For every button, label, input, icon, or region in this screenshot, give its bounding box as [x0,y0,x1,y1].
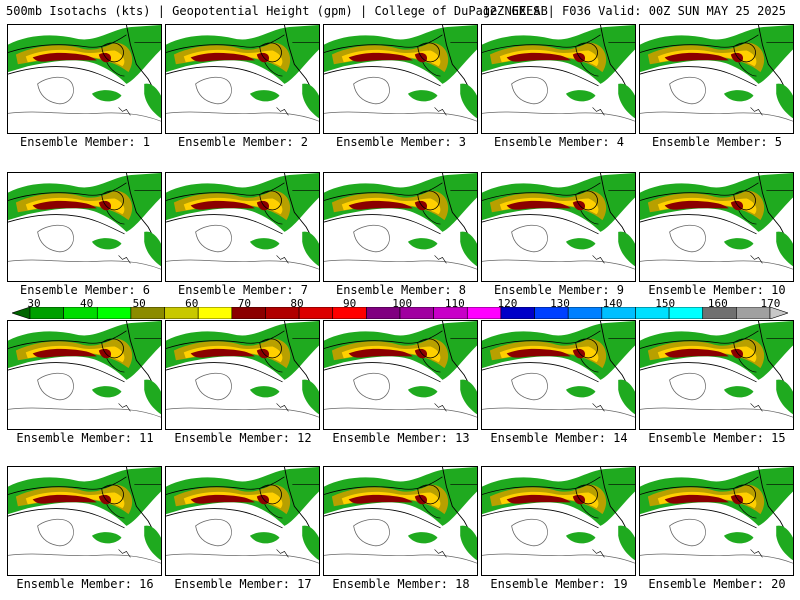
map-panel-graphic [324,25,477,133]
map-panel [323,320,478,430]
map-panel-graphic [482,25,635,133]
panel-label: Ensemble Member: 6 [19,283,151,297]
colorbar-tick-label: 70 [237,297,252,310]
map-panel-graphic [166,321,319,429]
map-panel-graphic [8,321,161,429]
colorbar-tick-label: 160 [707,297,728,310]
map-panel [165,172,320,282]
map-panel-graphic [482,321,635,429]
map-panel-graphic [8,25,161,133]
map-panel-graphic [324,173,477,281]
map-panel [165,24,320,134]
map-panel-graphic [640,467,793,575]
map-panel-graphic [640,25,793,133]
colorbar-tick-label: 50 [132,297,146,310]
map-panel [165,320,320,430]
map-panel [481,466,636,576]
colorbar-segment [769,307,788,319]
colorbar-tick-label: 120 [497,297,518,310]
map-panel [323,24,478,134]
panel-label: Ensemble Member: 7 [177,283,309,297]
map-panel-graphic [8,173,161,281]
map-panel-graphic [166,173,319,281]
map-panel-graphic [324,467,477,575]
map-panel [639,320,794,430]
panel-label: Ensemble Member: 2 [177,135,309,149]
map-panel [639,24,794,134]
panel-label: Ensemble Member: 11 [16,431,154,445]
map-panel-graphic [640,173,793,281]
map-panel [7,172,162,282]
colorbar-tick-label: 170 [760,297,781,310]
colorbar-tick-label: 60 [185,297,199,310]
colorbar-tick-label: 140 [602,297,623,310]
panel-label: Ensemble Member: 19 [490,577,628,591]
colorbar-tick-label: 150 [655,297,676,310]
panel-label: Ensemble Member: 13 [332,431,470,445]
colorbar-tick-label: 90 [342,297,357,310]
panel-label: Ensemble Member: 5 [651,135,783,149]
colorbar-tick-label: 130 [550,297,570,310]
map-panel [639,172,794,282]
panel-label: Ensemble Member: 16 [16,577,154,591]
isotach-colorbar [12,307,788,319]
panel-label: Ensemble Member: 9 [493,283,625,297]
map-panel [323,466,478,576]
panel-label: Ensemble Member: 10 [648,283,786,297]
panel-label: Ensemble Member: 14 [490,431,628,445]
panel-label: Ensemble Member: 20 [648,577,786,591]
map-title: 500mb Isotachs (kts) | Geopotential Heig… [6,4,548,18]
panel-label: Ensemble Member: 17 [174,577,312,591]
colorbar-tick-label: 40 [79,297,94,310]
map-panel [7,24,162,134]
map-panel-graphic [482,467,635,575]
panel-label: Ensemble Member: 3 [335,135,467,149]
colorbar-tick-label: 110 [444,297,465,310]
map-panel [481,24,636,134]
valid-time: 12Z GEFS | F036 Valid: 00Z SUN MAY 25 20… [482,4,786,18]
panel-label: Ensemble Member: 12 [174,431,312,445]
colorbar-tick-label: 30 [27,297,41,310]
panel-label: Ensemble Member: 18 [332,577,470,591]
map-panel [165,466,320,576]
map-panel [323,172,478,282]
map-panel-graphic [8,467,161,575]
panel-label: Ensemble Member: 8 [335,283,467,297]
map-panel [639,466,794,576]
map-panel [7,466,162,576]
map-panel-graphic [166,467,319,575]
panel-label: Ensemble Member: 4 [493,135,625,149]
panel-label: Ensemble Member: 15 [648,431,786,445]
map-panel-graphic [640,321,793,429]
map-panel [481,320,636,430]
map-panel-graphic [324,321,477,429]
map-panel [481,172,636,282]
panel-label: Ensemble Member: 1 [19,135,151,149]
map-panel-graphic [482,173,635,281]
map-panel-graphic [166,25,319,133]
map-panel [7,320,162,430]
colorbar-tick-label: 100 [392,297,413,310]
colorbar-tick-label: 80 [290,297,304,310]
